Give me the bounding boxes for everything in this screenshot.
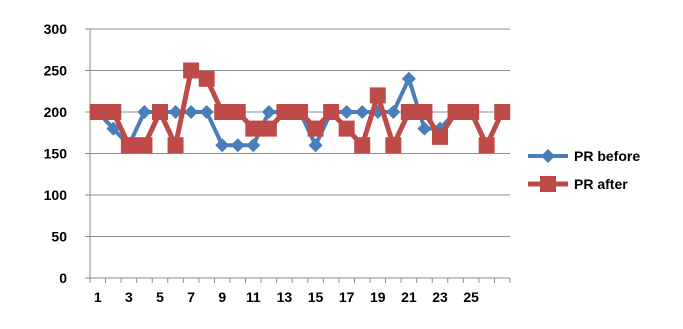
legend: PR before PR after <box>528 148 640 192</box>
data-point <box>214 104 231 120</box>
series-pr-after <box>89 62 511 154</box>
data-point <box>89 104 106 120</box>
data-point <box>246 138 261 153</box>
x-tick-label: 1 <box>94 289 102 305</box>
data-point <box>400 104 417 120</box>
x-tick-label: 21 <box>401 289 417 305</box>
data-point <box>260 120 277 137</box>
data-point <box>184 105 199 119</box>
x-tick-label: 11 <box>246 289 261 305</box>
data-point <box>230 138 245 153</box>
legend-item: PR before <box>528 148 640 164</box>
y-tick-label: 100 <box>44 187 68 203</box>
data-point <box>355 105 370 119</box>
y-tick-label: 300 <box>44 21 68 37</box>
x-tick-label: 13 <box>277 289 293 305</box>
data-point <box>183 62 200 79</box>
x-tick-label: 15 <box>308 289 324 305</box>
data-point <box>386 105 401 119</box>
data-point <box>339 105 354 119</box>
data-point <box>307 120 324 137</box>
data-point <box>478 137 495 154</box>
y-axis-ticks: 0 50 100 150 200 250 300 <box>44 21 90 286</box>
data-point <box>323 104 340 120</box>
series <box>89 62 511 154</box>
y-tick-label: 0 <box>59 270 67 286</box>
x-tick-label: 19 <box>370 289 386 305</box>
data-point <box>229 104 246 120</box>
data-point <box>463 104 480 120</box>
x-tick-label: 3 <box>125 289 133 305</box>
y-tick-label: 200 <box>44 104 68 120</box>
x-tick-label: 5 <box>156 289 164 305</box>
legend-marker <box>540 176 556 192</box>
data-point <box>120 137 137 154</box>
data-point <box>152 104 168 120</box>
data-point <box>385 137 402 154</box>
legend-label: PR before <box>574 148 640 164</box>
legend-marker <box>541 149 555 163</box>
y-tick-label: 250 <box>44 63 68 79</box>
data-point <box>199 105 214 119</box>
data-point <box>447 104 464 120</box>
data-point <box>106 121 121 136</box>
data-point <box>136 137 153 154</box>
x-tick-label: 17 <box>339 289 355 305</box>
data-point <box>292 104 308 120</box>
data-point <box>261 105 276 119</box>
x-axis-ticks: 1 3 5 7 9 11 13 15 17 19 21 23 25 <box>89 278 511 305</box>
data-point <box>338 120 355 137</box>
legend-label: PR after <box>574 176 628 192</box>
x-tick-label: 23 <box>432 289 448 305</box>
data-point <box>276 104 293 120</box>
data-point <box>167 137 184 154</box>
y-tick-label: 150 <box>44 146 68 162</box>
data-point <box>105 104 122 120</box>
data-point <box>168 105 183 119</box>
data-point <box>369 87 386 104</box>
data-point <box>401 71 416 86</box>
data-point <box>137 105 152 119</box>
data-point <box>354 137 371 154</box>
data-point <box>215 138 230 153</box>
data-point <box>198 70 215 87</box>
legend-item: PR after <box>528 176 628 192</box>
data-point <box>308 138 323 153</box>
y-tick-label: 50 <box>51 229 67 245</box>
x-tick-label: 7 <box>187 289 195 305</box>
data-point <box>417 121 432 136</box>
x-tick-label: 25 <box>463 289 479 305</box>
data-point <box>245 120 262 137</box>
data-point <box>416 104 433 120</box>
data-point <box>432 128 448 145</box>
data-point <box>494 104 511 120</box>
x-tick-label: 9 <box>218 289 226 305</box>
